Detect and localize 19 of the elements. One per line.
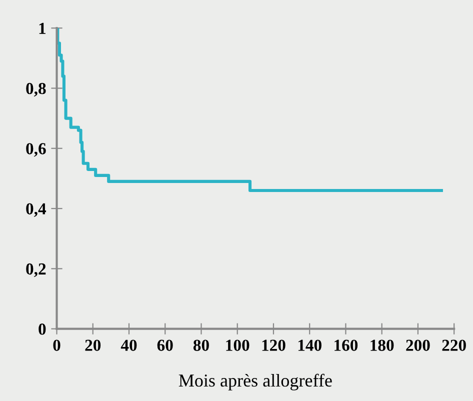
y-tick-label: 0,8 — [26, 82, 46, 97]
x-tick-label: 160 — [334, 340, 358, 351]
x-tick-label: 100 — [226, 340, 250, 351]
y-tick-label: 0 — [38, 324, 46, 335]
y-tick-label: 0,4 — [26, 203, 46, 217]
x-tick-label: 200 — [406, 340, 430, 351]
x-tick-label: 20 — [85, 340, 101, 351]
x-tick-label: 120 — [262, 340, 286, 351]
y-tick-label: 0,6 — [26, 143, 46, 157]
y-tick-label: 0,2 — [26, 263, 46, 278]
x-tick-label: 80 — [193, 340, 209, 351]
y-tick-label: 1 — [39, 22, 46, 34]
x-axis-title: Mois après allogreffe — [178, 374, 332, 390]
x-tick-label: 180 — [370, 340, 394, 351]
x-tick-label: 60 — [157, 340, 173, 351]
x-tick-label: 40 — [120, 340, 137, 351]
x-tick-label: 0 — [53, 340, 60, 351]
x-tick-label: 140 — [298, 340, 322, 351]
x-tick-label: 220 — [442, 340, 466, 351]
